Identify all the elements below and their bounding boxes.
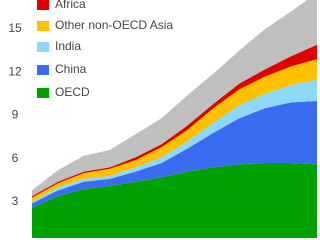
area [32,44,317,198]
legend-label: Africa [55,0,86,11]
legend-swatch [37,21,49,31]
y-tick-label: 15 [8,21,22,35]
legend-swatch [37,88,49,98]
area [32,79,317,204]
area [32,100,317,208]
area [32,59,317,202]
plot-area [32,0,317,238]
legend-label: Other non-OECD Asia [55,18,173,32]
legend-swatch [37,42,49,52]
legend-swatch [37,0,49,10]
area [32,162,317,238]
legend-label: India [55,39,81,53]
area [32,0,317,197]
y-tick-label: 9 [12,108,19,122]
legend-label: OECD [55,85,90,99]
y-tick-label: 3 [12,194,19,208]
legend-swatch [37,65,49,75]
legend-label: China [55,62,87,76]
y-tick-label: 12 [8,64,22,78]
overlay: 3 6 9 12 15 Africa Other non-OECD Asia India Chi… [8,0,173,208]
y-tick-label: 6 [12,151,19,165]
